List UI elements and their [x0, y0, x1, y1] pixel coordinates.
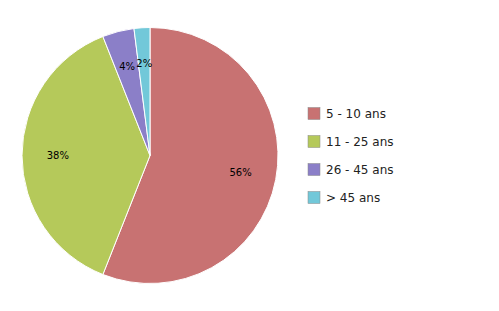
data-label: 2% — [136, 58, 152, 69]
data-label: 4% — [119, 61, 135, 72]
legend-label: 5 - 10 ans — [326, 107, 386, 121]
legend: 5 - 10 ans 11 - 25 ans 26 - 45 ans > 45 ans — [308, 107, 394, 205]
data-label: 56% — [229, 167, 251, 178]
legend-swatch — [308, 192, 320, 204]
chart-container: 56% 38% 4%2% 5 - 10 ans 11 - 25 ans 26 - 45 a… — [0, 0, 499, 311]
legend-label: > 45 ans — [326, 191, 380, 205]
data-label: 38% — [47, 150, 69, 161]
legend-label: 26 - 45 ans — [326, 163, 394, 177]
legend-swatch — [308, 164, 320, 176]
legend-swatch — [308, 136, 320, 148]
slices — [22, 28, 278, 284]
pie-slice — [134, 28, 150, 156]
data-labels: 56% 38% 4%2% — [47, 58, 252, 178]
legend-label: 11 - 25 ans — [326, 135, 394, 149]
legend-swatch — [308, 108, 320, 120]
chart: 56% 38% 4%2% 5 - 10 ans 11 - 25 ans 26 - 45 a… — [0, 0, 499, 311]
